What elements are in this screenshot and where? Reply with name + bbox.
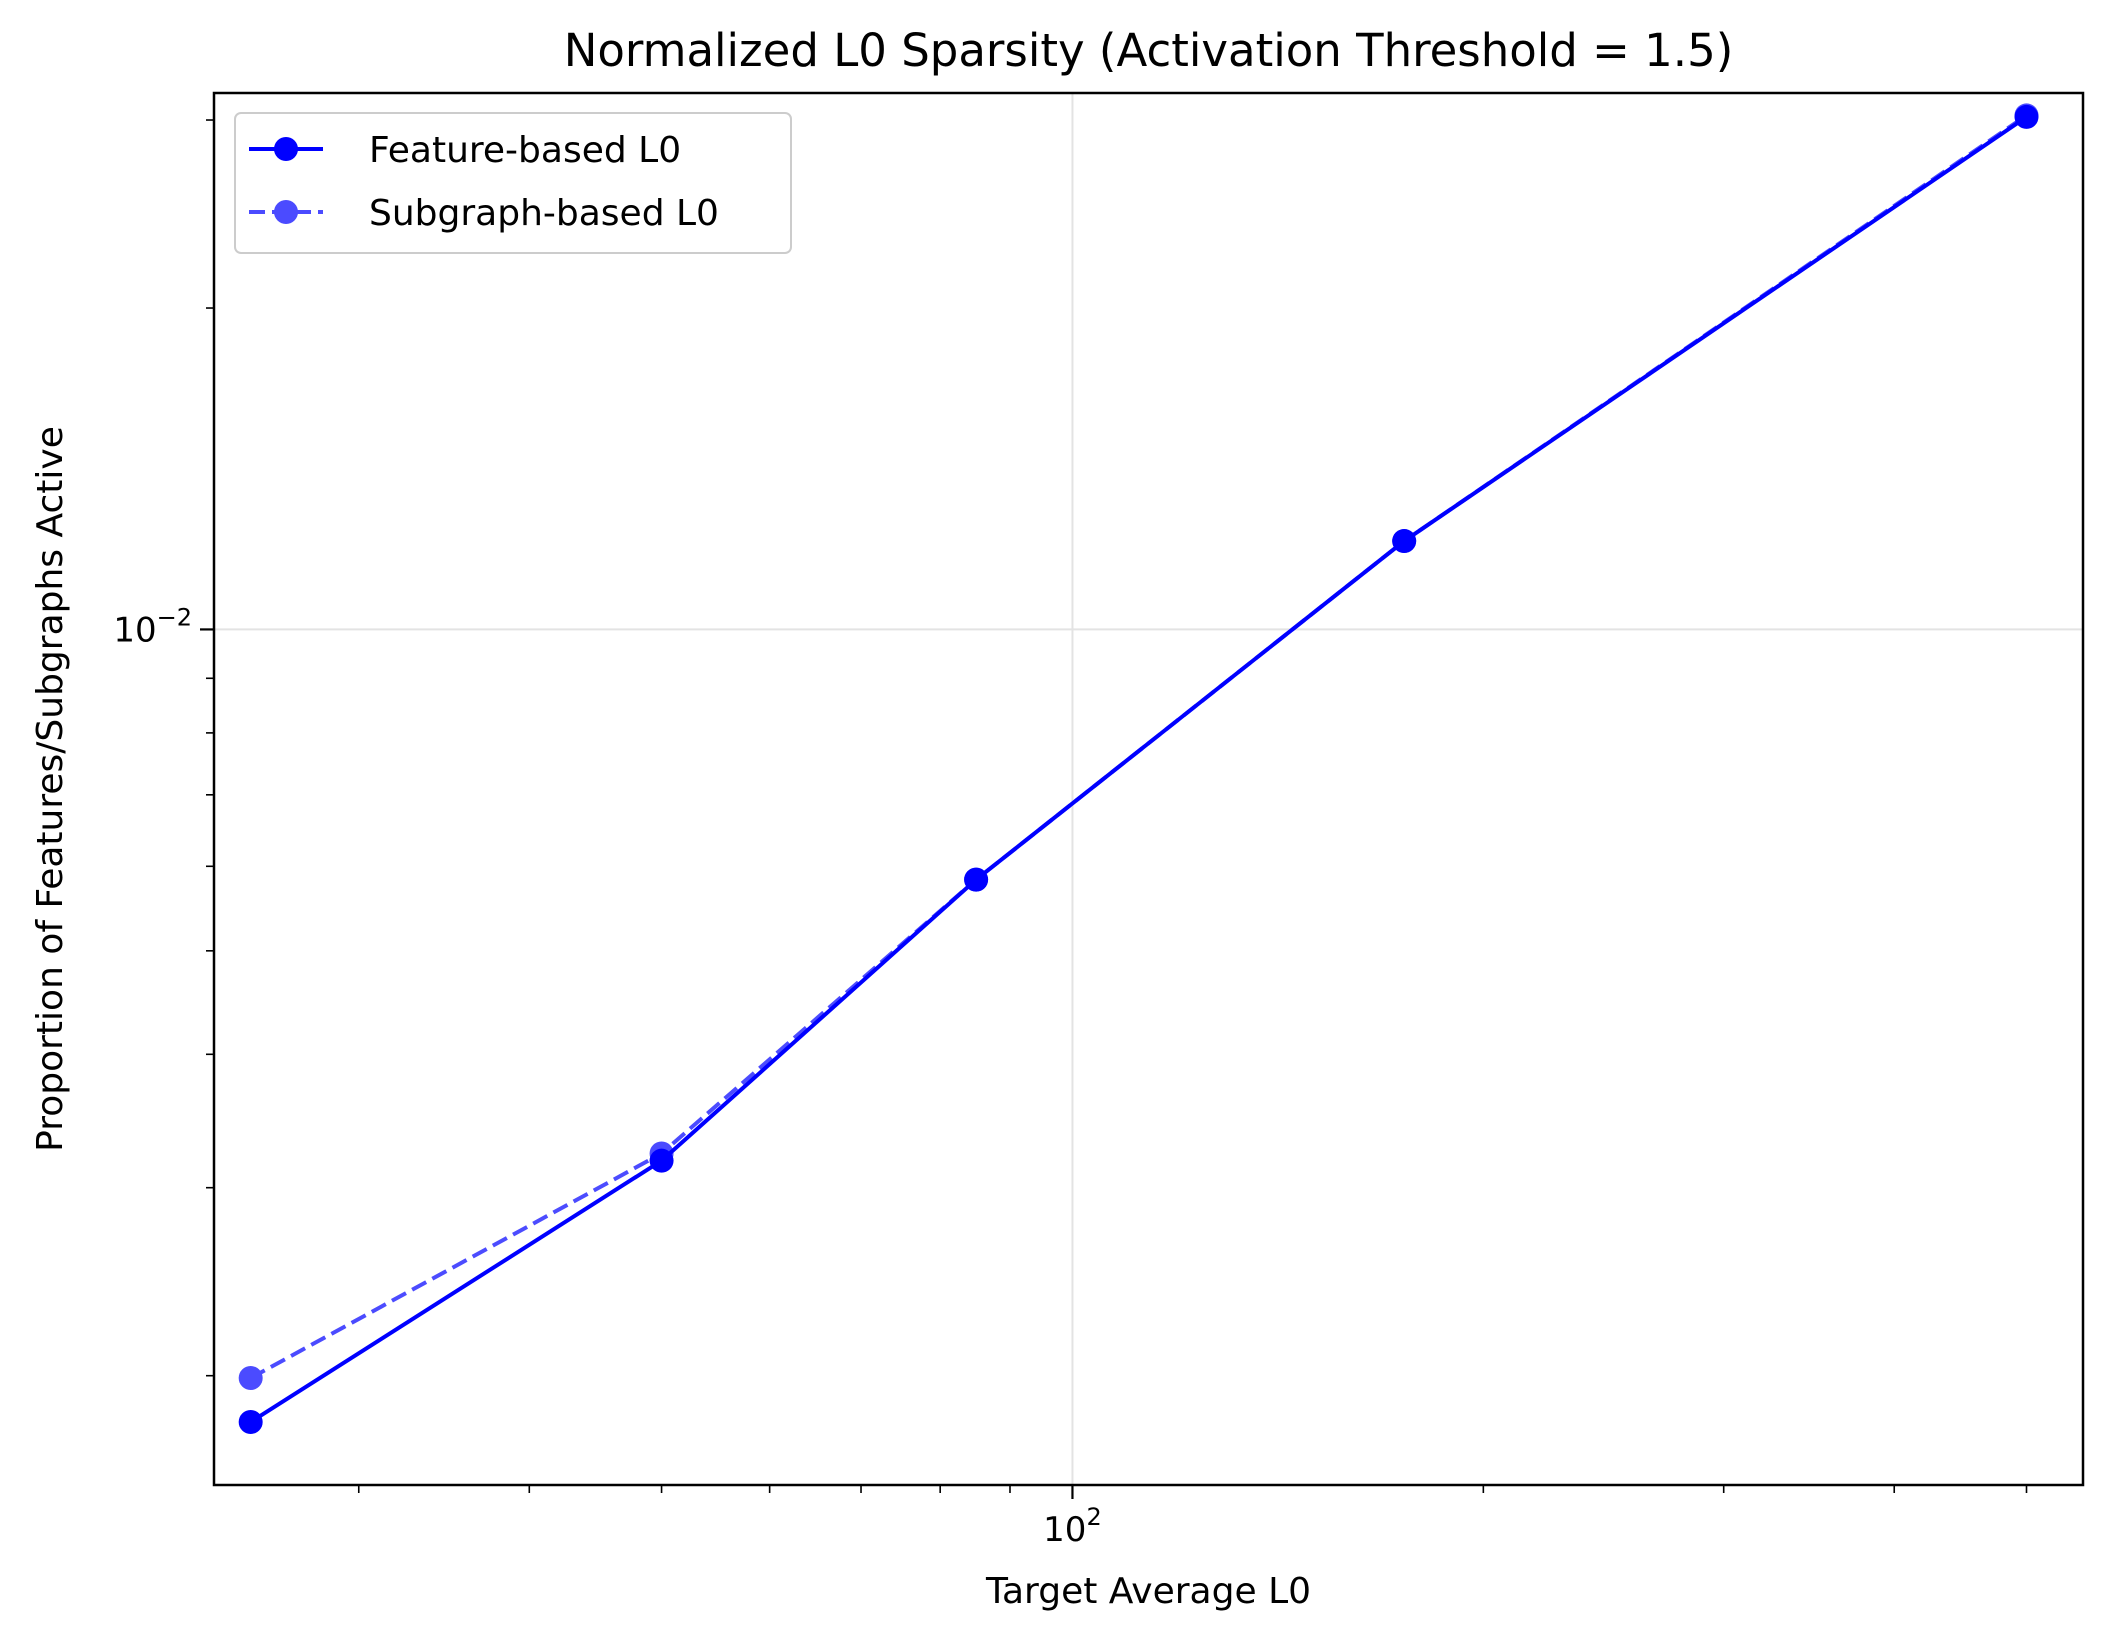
legend-swatch-marker: [274, 200, 298, 224]
legend-item: [249, 200, 323, 224]
y-axis-label: Proportion of Features/Subgraphs Active: [30, 426, 71, 1152]
data-point: [238, 1409, 263, 1434]
y-tick-label: 10−2: [113, 603, 192, 650]
legend-label: Subgraph-based L0: [369, 193, 719, 234]
grid: [214, 93, 2083, 1485]
legend-label: Feature-based L0: [369, 130, 681, 171]
data-point: [964, 867, 989, 892]
series-feature: [238, 104, 2039, 1434]
data-point: [1392, 529, 1417, 554]
legend-box: [234, 112, 792, 254]
data-point: [238, 1366, 263, 1391]
data-point: [2014, 104, 2039, 129]
ticks: 102 10−2: [113, 119, 2028, 1550]
legend: Feature-based L0 Subgraph-based L0: [234, 112, 792, 254]
legend-swatch-marker: [274, 137, 298, 161]
legend-item: [249, 137, 323, 161]
plot-frame: [212, 91, 2085, 1487]
series-layer: [238, 103, 2039, 1434]
data-point: [649, 1148, 674, 1173]
x-tick-label: 102: [1043, 1503, 1102, 1550]
x-axis-label: Target Average L0: [985, 1571, 1311, 1612]
chart-title: Normalized L0 Sparsity (Activation Thres…: [564, 24, 1734, 77]
